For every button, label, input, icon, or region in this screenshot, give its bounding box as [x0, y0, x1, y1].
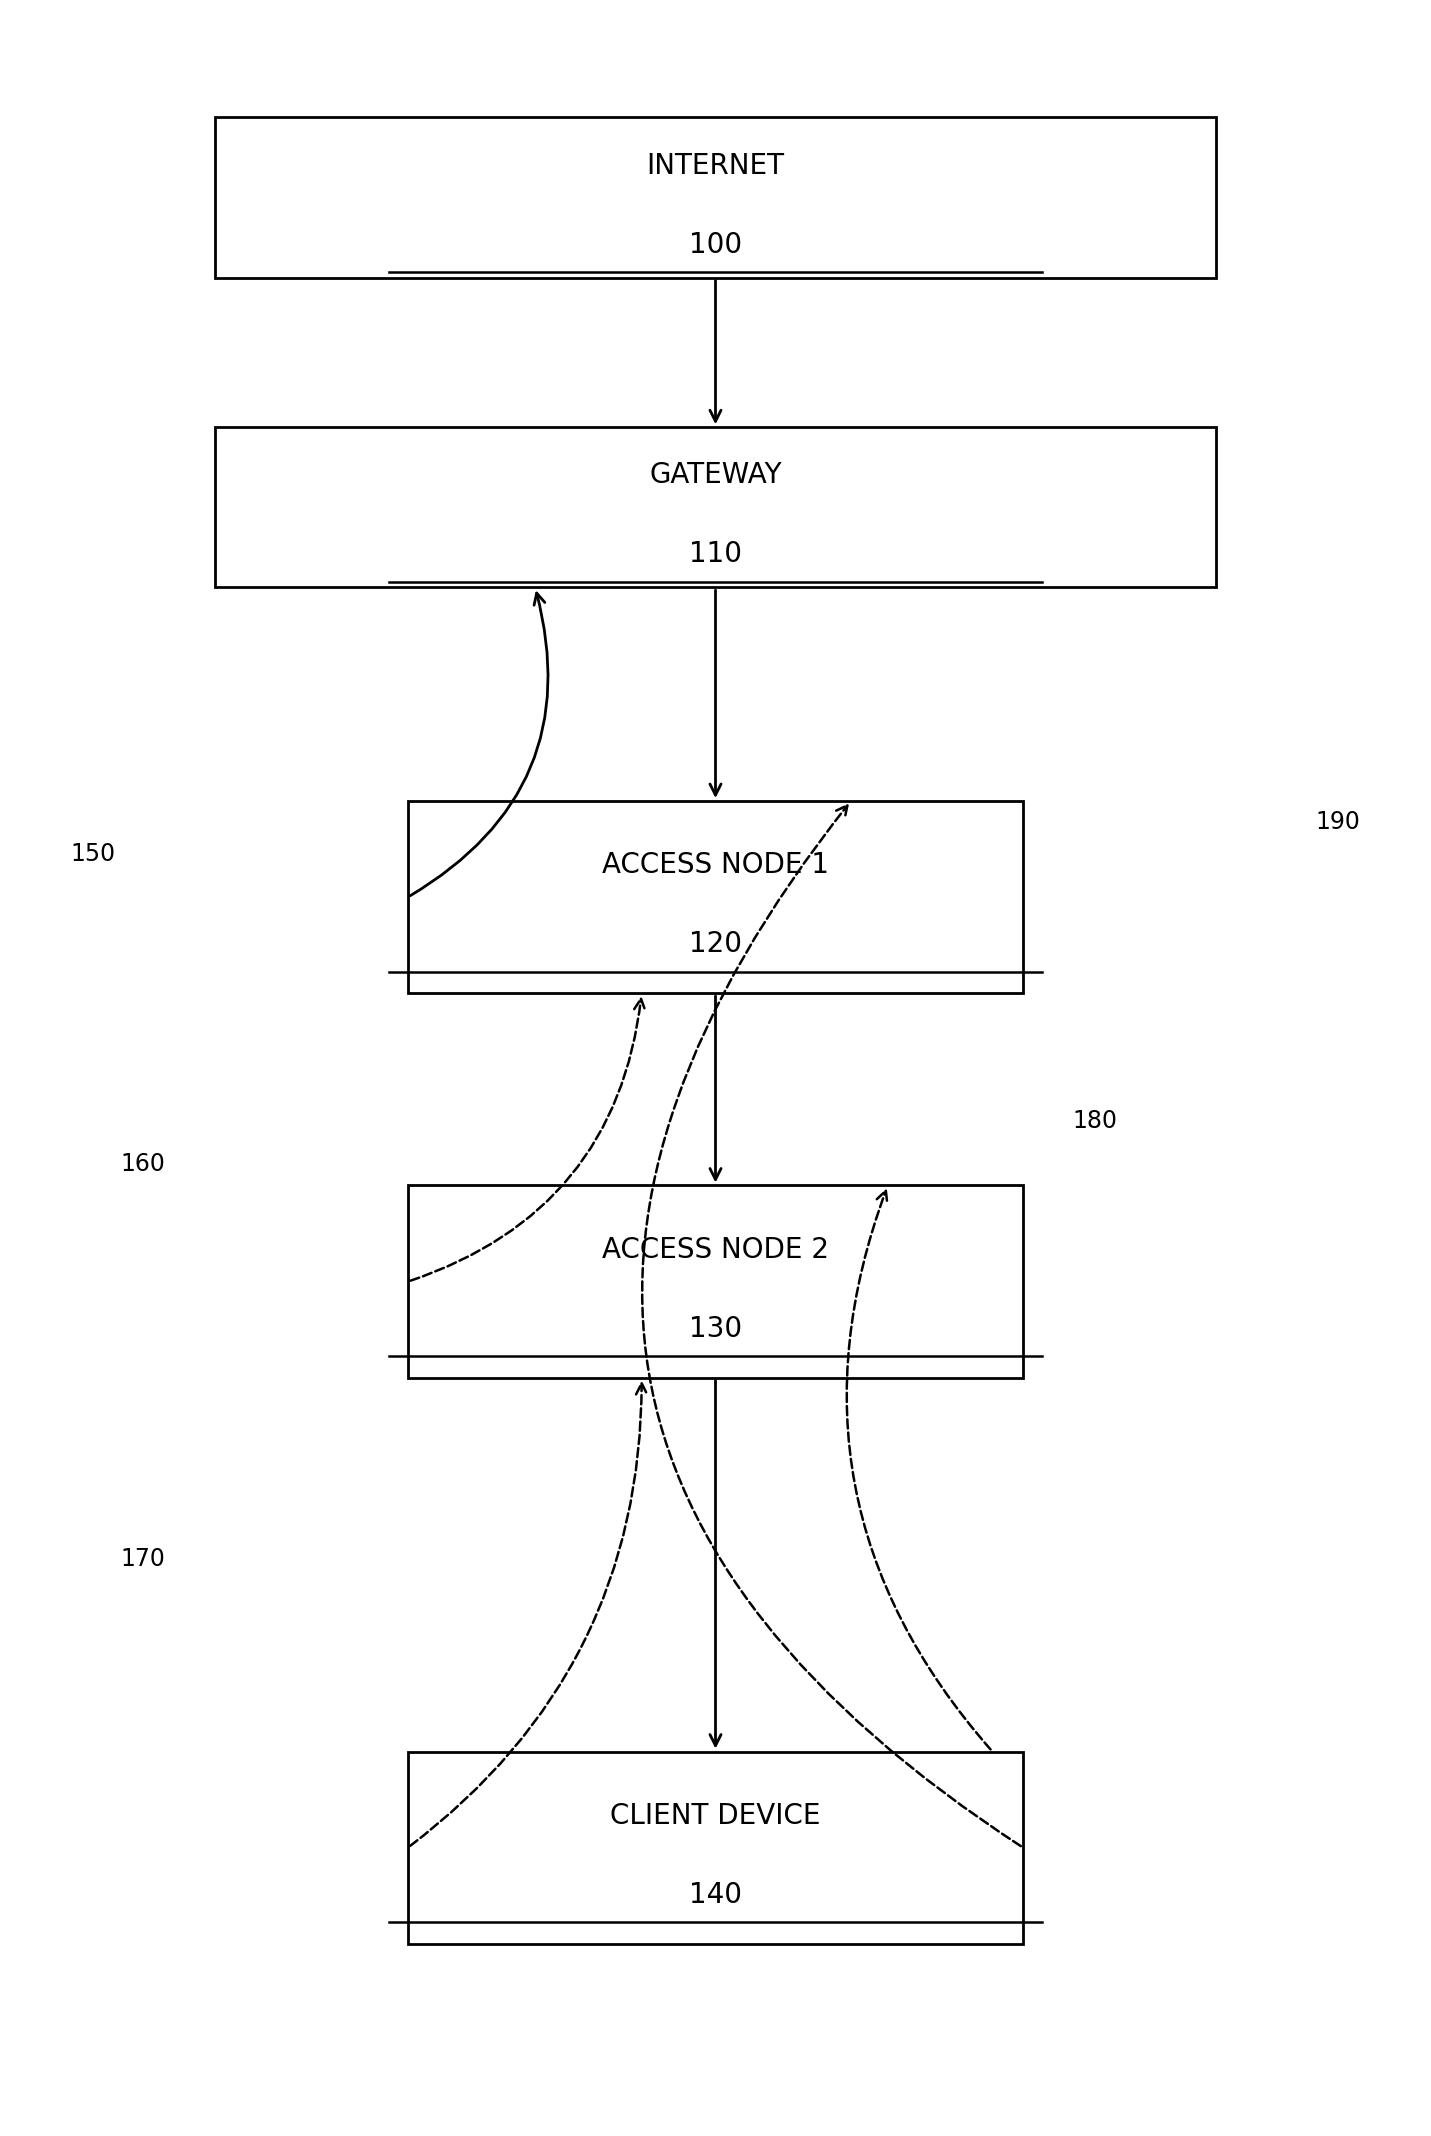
Text: 120: 120	[688, 929, 743, 959]
Text: GATEWAY: GATEWAY	[650, 461, 781, 489]
Text: CLIENT DEVICE: CLIENT DEVICE	[610, 1801, 821, 1831]
Bar	[408, 1752, 1023, 1944]
Text: 130: 130	[688, 1314, 743, 1344]
Text: 100: 100	[688, 231, 743, 258]
Bar	[215, 117, 1216, 278]
Text: 140: 140	[688, 1880, 743, 1910]
Text: INTERNET: INTERNET	[647, 152, 784, 179]
Text: 180: 180	[1072, 1109, 1118, 1134]
Text: 190: 190	[1315, 810, 1361, 835]
Text: ACCESS NODE 1: ACCESS NODE 1	[602, 850, 829, 880]
Bar	[408, 801, 1023, 993]
Bar	[408, 1185, 1023, 1378]
Text: 110: 110	[688, 540, 743, 568]
Text: 160: 160	[120, 1151, 166, 1177]
Text: 150: 150	[70, 842, 116, 867]
Bar	[215, 427, 1216, 587]
Text: ACCESS NODE 2: ACCESS NODE 2	[602, 1235, 829, 1265]
Text: 170: 170	[120, 1546, 166, 1572]
